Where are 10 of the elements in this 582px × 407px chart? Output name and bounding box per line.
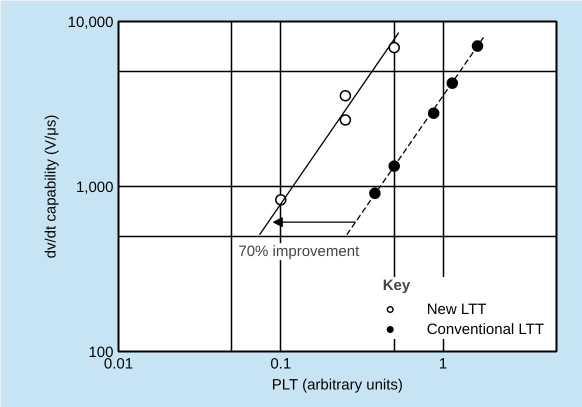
legend-title: Key xyxy=(382,277,412,294)
y-tick-label: 1,000 xyxy=(76,179,114,196)
y-axis-title: dv/dt capability (V/μs) xyxy=(42,114,60,258)
y-tick-label: 10,000 xyxy=(68,14,114,31)
annotation: 70% improvement xyxy=(238,243,360,260)
legend-label: Conventional LTT xyxy=(426,320,544,338)
x-axis-title: PLT (arbitrary units) xyxy=(272,376,403,394)
legend-label: New LTT xyxy=(426,300,486,318)
x-tick-label: 1 xyxy=(438,356,448,372)
x-tick-label: 0.1 xyxy=(270,356,292,372)
